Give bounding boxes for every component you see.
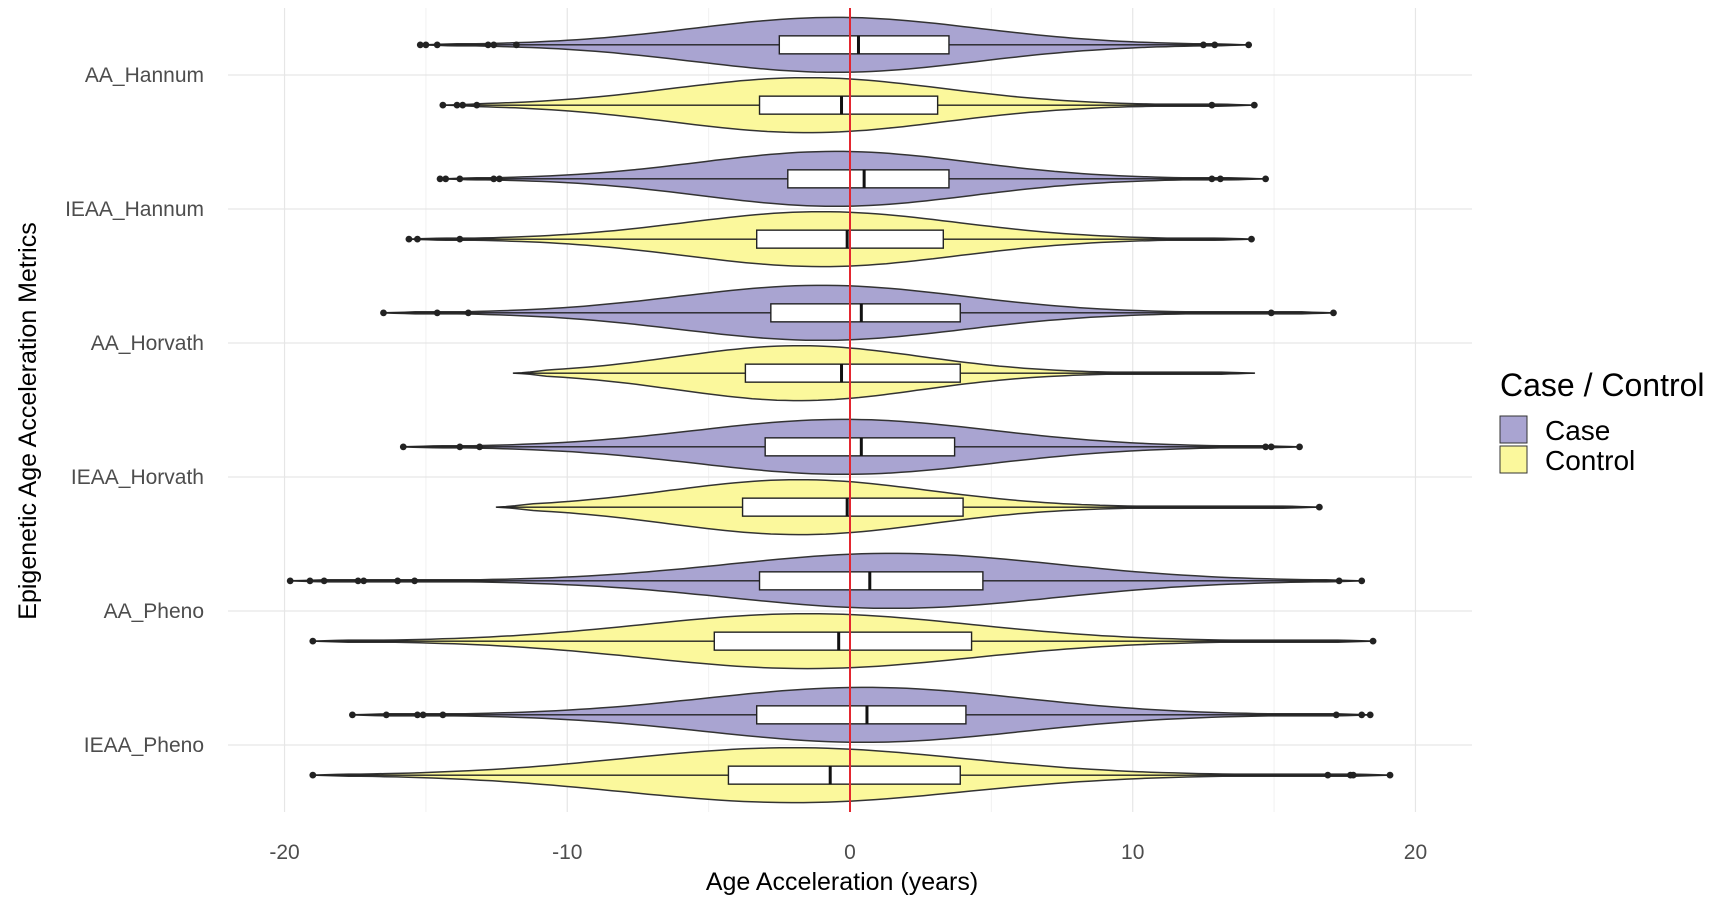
outlier-point-case [490,175,498,183]
box-control [741,497,964,517]
outlier-point-control [439,101,447,109]
outlier-point-case [456,443,464,451]
outlier-point-control [1315,503,1323,511]
y-tick-label: IEAA_Horvath [71,466,204,489]
outlier-point-case [496,175,503,183]
outlier-point-case [1267,443,1275,451]
y-axis-title: Epigenetic Age Acceleration Metrics [14,222,42,619]
outlier-point-case [422,41,430,49]
outlier-point-case [414,711,421,719]
box-case [770,303,961,323]
y-tick-label: AA_Horvath [91,332,204,355]
box-case [756,705,967,725]
x-tick-label: 20 [1404,841,1427,864]
x-axis-title: Age Acceleration (years) [706,868,978,896]
outlier-point-case [349,711,356,719]
outlier-point-case [456,175,464,183]
x-tick-label: 10 [1121,841,1144,864]
legend-label-control: Control [1545,445,1635,476]
outlier-point-control [1369,637,1377,645]
box-case [787,169,950,189]
outlier-point-case [484,41,492,49]
outlier-point-case [1216,175,1224,183]
outlier-point-case [476,443,484,451]
x-tick-label: -10 [552,841,582,864]
box-case [778,35,950,55]
outlier-point-control [459,101,467,109]
x-axis-ticks: -20 -10 0 10 20 [269,841,1427,864]
outlier-point-case [1335,577,1343,585]
outlier-point-control [1349,771,1357,779]
outlier-point-case [320,577,328,585]
outlier-point-case [1366,711,1374,719]
violin-plot-area [286,16,1394,804]
box-control [758,95,939,115]
y-tick-label: AA_Hannum [85,64,204,87]
outlier-point-case [306,577,314,585]
outlier-point-control [405,235,413,243]
outlier-point-control [456,235,464,243]
y-tick-label: IEAA_Pheno [84,734,204,757]
outlier-point-case [512,41,520,49]
box-control [727,765,961,785]
legend-swatch-case [1499,415,1528,444]
outlier-point-case [1358,577,1366,585]
outlier-point-case [1358,711,1366,719]
outlier-point-case [1211,41,1219,49]
y-tick-label: AA_Pheno [104,600,204,623]
outlier-point-case [394,577,402,585]
outlier-point-case [442,175,450,183]
outlier-point-control [1250,101,1258,109]
outlier-point-case [286,577,294,585]
y-tick-label: IEAA_Hannum [65,198,204,221]
outlier-point-case [1262,443,1270,451]
outlier-point-case [1267,309,1275,317]
outlier-point-case [433,41,441,49]
legend-swatch-control [1499,445,1528,474]
outlier-point-case [490,41,498,49]
outlier-point-control [473,101,481,109]
outlier-point-control [414,235,421,243]
outlier-point-case [382,711,390,719]
x-tick-label: 0 [844,841,856,864]
legend-label-case: Case [1545,415,1610,446]
box-control [713,631,973,651]
outlier-point-control [1208,101,1216,109]
outlier-point-control [453,101,461,109]
outlier-point-case [1245,41,1253,49]
outlier-point-control [1248,235,1255,243]
outlier-point-control [1386,771,1394,779]
box-control [744,363,961,383]
outlier-point-case [419,711,427,719]
outlier-point-case [411,577,418,585]
outlier-point-case [380,309,387,317]
outlier-point-case [433,309,441,317]
outlier-point-case [1262,175,1270,183]
outlier-point-control [309,637,317,645]
outlier-point-case [354,577,362,585]
outlier-point-case [439,711,447,719]
outlier-point-case [1332,711,1340,719]
outlier-point-case [1296,443,1303,451]
outlier-point-case [399,443,407,451]
x-tick-label: -20 [269,841,299,864]
outlier-point-case [1208,175,1216,183]
outlier-point-case [436,175,444,183]
outlier-point-case [1200,41,1207,49]
legend: Case / Control Case Control [1499,367,1705,476]
outlier-point-case [464,309,472,317]
outlier-point-control [309,771,317,779]
y-axis-ticks: AA_Hannum IEAA_Hannum AA_Horvath IEAA_Horva… [65,64,204,757]
outlier-point-case [416,41,424,49]
outlier-point-case [1330,309,1337,317]
outlier-point-case [360,577,368,585]
legend-title: Case / Control [1500,367,1705,403]
outlier-point-control [1324,771,1332,779]
